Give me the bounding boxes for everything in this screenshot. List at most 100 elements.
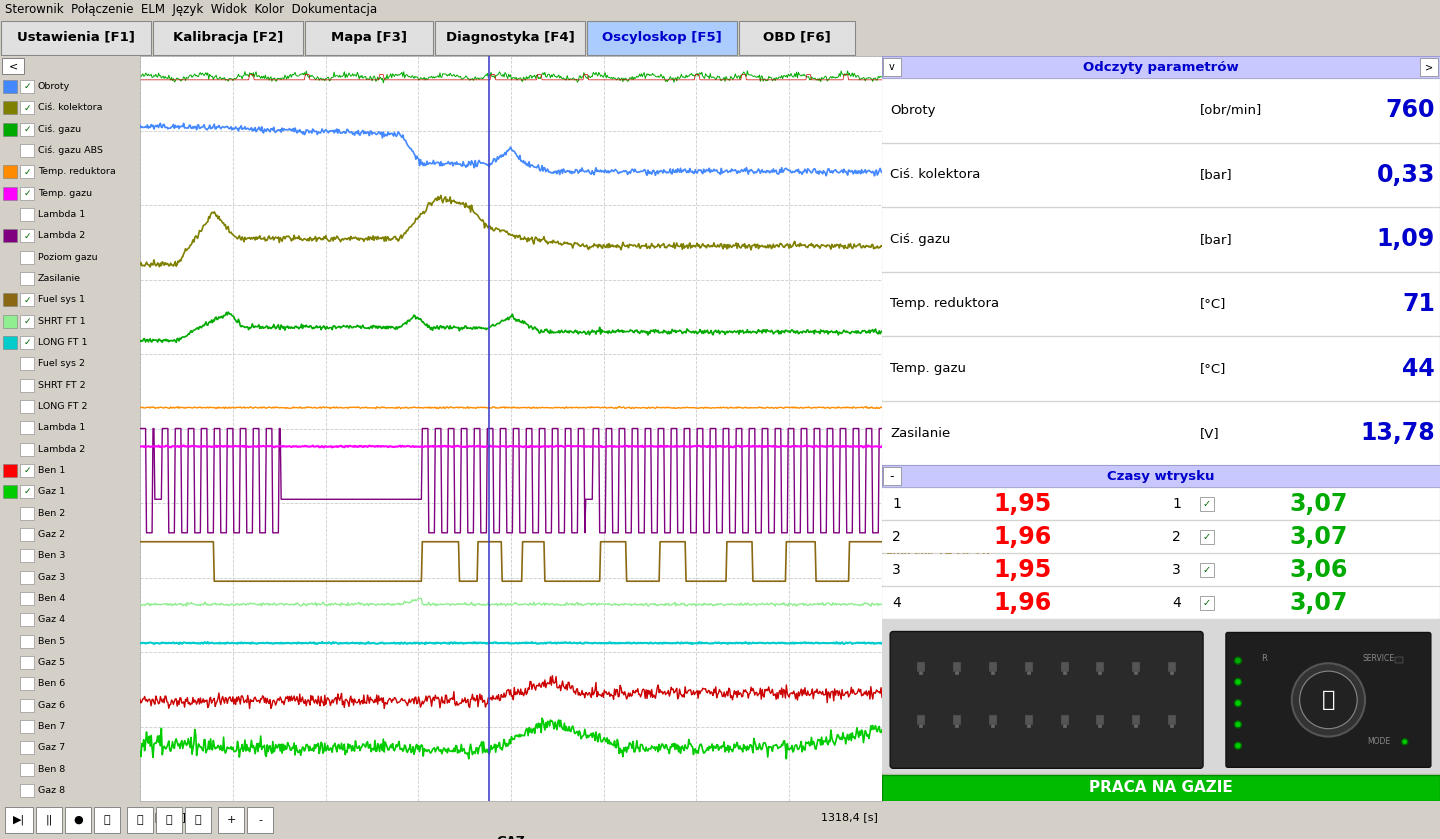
Text: 4: 4 (1172, 596, 1181, 610)
Text: Obr.=3410: Obr.=3410 (886, 134, 948, 144)
Bar (20, 443, 35, 456)
Text: Temp. gazu: Temp. gazu (890, 362, 966, 375)
Text: Ustawienia [F1]: Ustawienia [F1] (17, 30, 135, 44)
Text: <: < (9, 61, 17, 71)
Text: 1,95: 1,95 (994, 558, 1051, 581)
Text: R: R (1261, 654, 1267, 663)
Bar (883, 619, 1440, 773)
Text: Oscyloskop [F5]: Oscyloskop [F5] (602, 30, 721, 44)
Text: Fuel sys 1: Fuel sys 1 (37, 295, 85, 305)
Circle shape (1234, 743, 1241, 749)
Bar (1135, 723, 1138, 727)
Text: Ben 6: Ben 6 (37, 680, 65, 688)
FancyBboxPatch shape (1225, 633, 1431, 768)
Text: 1,96: 1,96 (994, 591, 1051, 615)
Text: ✓: ✓ (23, 466, 30, 475)
Text: ✓: ✓ (1202, 499, 1211, 509)
Text: Ben 1=10,28: Ben 1=10,28 (886, 693, 960, 703)
Bar (3, 81, 17, 93)
Bar (991, 723, 995, 727)
Circle shape (1234, 679, 1241, 685)
Text: Diagnostyka [F4]: Diagnostyka [F4] (445, 30, 575, 44)
Text: [bar]: [bar] (1200, 233, 1233, 246)
Text: ✓: ✓ (23, 168, 30, 176)
Text: Ciś. gazu: Ciś. gazu (890, 233, 950, 246)
Text: ▶|: ▶| (13, 815, 24, 826)
Bar (1096, 715, 1104, 725)
Bar (20, 187, 35, 200)
Bar (20, 528, 35, 541)
Text: Odczyty parametrów: Odczyty parametrów (1083, 60, 1238, 74)
Text: Fuel sys 2: Fuel sys 2 (37, 359, 85, 368)
Bar (20, 378, 35, 392)
Bar (36, 807, 62, 833)
Bar (953, 715, 960, 725)
Bar (739, 21, 855, 55)
Text: ✓: ✓ (23, 316, 30, 326)
Circle shape (1401, 739, 1408, 745)
Bar (305, 21, 433, 55)
Bar (917, 662, 924, 672)
Bar (94, 807, 120, 833)
Text: 13,78: 13,78 (1361, 421, 1436, 446)
Bar (3, 336, 17, 349)
Text: 1,95: 1,95 (994, 492, 1051, 516)
Text: Lambda 1: Lambda 1 (37, 210, 85, 219)
Text: ●: ● (73, 815, 84, 825)
Bar (1, 58, 24, 74)
Bar (883, 587, 1440, 619)
Text: Poziom gazu: Poziom gazu (37, 253, 98, 262)
Bar (3, 165, 17, 179)
Bar (156, 807, 181, 833)
Text: Lambda 2: Lambda 2 (37, 232, 85, 241)
Bar (20, 464, 35, 477)
Text: 1,09: 1,09 (1377, 227, 1436, 252)
Bar (20, 741, 35, 754)
Bar (1200, 596, 1214, 610)
Text: 0,33: 0,33 (1377, 163, 1436, 187)
Text: >: > (1426, 62, 1433, 72)
Bar (20, 507, 35, 519)
Text: 🗑: 🗑 (194, 815, 202, 825)
Text: SHRT FT 2: SHRT FT 2 (37, 381, 85, 389)
Bar (883, 56, 1440, 78)
Bar (20, 102, 35, 114)
Bar (20, 208, 35, 221)
Text: Gaz 5: Gaz 5 (37, 658, 65, 667)
Bar (20, 336, 35, 349)
Text: 2: 2 (1172, 529, 1181, 544)
Bar (20, 357, 35, 370)
Bar (20, 400, 35, 413)
Text: ✓: ✓ (23, 189, 30, 198)
Text: Ciś. kolektora: Ciś. kolektora (890, 169, 981, 181)
Bar (883, 143, 1440, 207)
Text: 1318,4 [s]: 1318,4 [s] (821, 812, 878, 822)
Text: Ben 4: Ben 4 (37, 594, 65, 603)
Text: [obr/min]: [obr/min] (1200, 104, 1263, 117)
Text: Ben 5: Ben 5 (37, 637, 65, 645)
Text: Gaz 6: Gaz 6 (37, 701, 65, 710)
Circle shape (1234, 657, 1241, 664)
Text: ✓: ✓ (23, 295, 30, 305)
Text: ||: || (46, 815, 53, 826)
Text: LONG FT 2: LONG FT 2 (37, 402, 88, 411)
Bar (883, 337, 1440, 401)
Text: Temp. reduktora: Temp. reduktora (37, 168, 115, 176)
Text: LONG FT 1= -15,0: LONG FT 1= -15,0 (886, 638, 989, 648)
Text: SHRT FT 1= -2,0: SHRT FT 1= -2,0 (886, 599, 981, 609)
Bar (1168, 715, 1176, 725)
Text: 3: 3 (1172, 563, 1181, 576)
Text: 4: 4 (891, 596, 901, 610)
Bar (1200, 563, 1214, 576)
Bar (3, 187, 17, 200)
Text: Obroty: Obroty (37, 82, 71, 91)
Bar (1, 21, 151, 55)
Bar (3, 122, 17, 136)
Bar (883, 775, 1440, 801)
Bar (20, 550, 35, 562)
Bar (1063, 723, 1067, 727)
Bar (991, 671, 995, 675)
Bar (883, 58, 901, 76)
Text: Ben 1: Ben 1 (37, 466, 65, 475)
Text: Zasilanie: Zasilanie (37, 274, 81, 283)
